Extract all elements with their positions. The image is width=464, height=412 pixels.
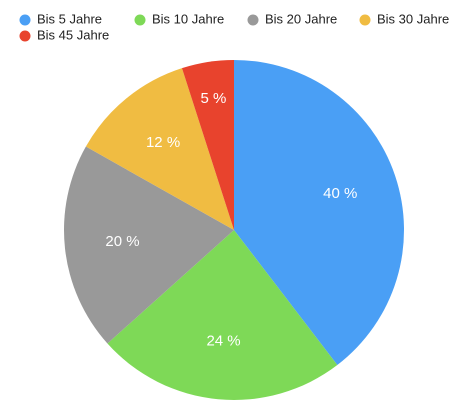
pie-slice (234, 60, 404, 366)
legend-marker (134, 14, 146, 26)
legend-marker (19, 14, 31, 26)
pie-slice (107, 230, 338, 401)
legend-label: Bis 30 Jahre (377, 11, 449, 26)
slice-label: 5 % (201, 90, 227, 107)
pie-slice (63, 146, 235, 344)
legend-marker (19, 30, 31, 42)
legend-label: Bis 20 Jahre (265, 11, 337, 26)
pie-slice (85, 68, 234, 230)
slice-label: 20 % (105, 233, 139, 250)
slice-label: 24 % (206, 333, 240, 350)
legend-marker (359, 14, 371, 26)
slice-label: 40 % (323, 185, 357, 202)
pie-slice (181, 60, 234, 230)
legend-label: Bis 5 Jahre (37, 11, 102, 26)
legend-label: Bis 10 Jahre (152, 11, 224, 26)
legend-label: Bis 45 Jahre (37, 27, 109, 42)
legend-marker (247, 14, 259, 26)
slice-label: 12 % (146, 134, 180, 151)
